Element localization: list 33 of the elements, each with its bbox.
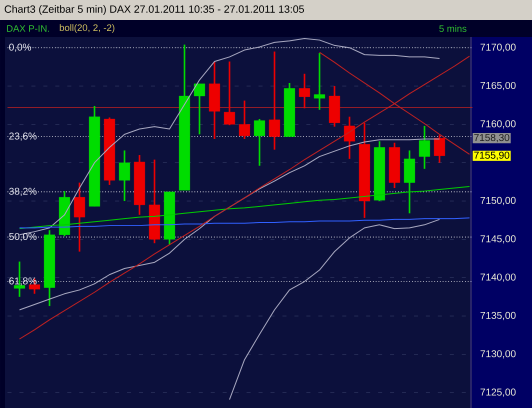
candlestick	[418, 125, 430, 170]
candlestick	[118, 150, 130, 202]
y-tick-label: 7160,00	[480, 120, 516, 128]
annotation: 38,2%	[9, 188, 37, 196]
candlestick	[404, 150, 416, 214]
candlestick	[298, 72, 310, 110]
text: 5 mins	[439, 25, 466, 32]
text: 7158,30	[474, 134, 510, 142]
y-tick-label: 7150,00	[480, 196, 516, 206]
y-tick-label: 7145,00	[480, 235, 516, 244]
line-series	[229, 218, 440, 400]
annotation: 23,6%	[9, 132, 37, 141]
text: boll(20, 2, -2)	[60, 24, 114, 33]
candlestick	[238, 100, 250, 140]
y-tick-label: 7170,00	[480, 44, 516, 52]
chart-title: Chart3 (Zeitbar 5 min) DAX 27.01.2011 10:35 - 27.01.2011 13:05	[4, 5, 304, 15]
candlestick	[434, 134, 446, 164]
y-tick-label: 7165,00	[480, 82, 516, 90]
candlestick	[224, 60, 236, 126]
y-tick-label: 7140,00	[480, 274, 516, 282]
candlestick	[254, 118, 266, 167]
annotation: 0,0%	[9, 44, 32, 52]
annotation: 50,0%	[9, 232, 37, 242]
y-tick-label: 7125,00	[480, 388, 516, 397]
candlestick	[74, 182, 86, 252]
candlestick	[314, 52, 326, 111]
y-tick-label: 7130,00	[480, 350, 516, 358]
chart-subtitle: DAX P-IN.	[6, 25, 49, 32]
text: 7155,90	[474, 152, 510, 160]
candlestick	[344, 116, 356, 160]
candlestick	[194, 82, 206, 136]
y-tick-label: 7135,00	[480, 312, 516, 320]
candlestick	[268, 50, 280, 150]
